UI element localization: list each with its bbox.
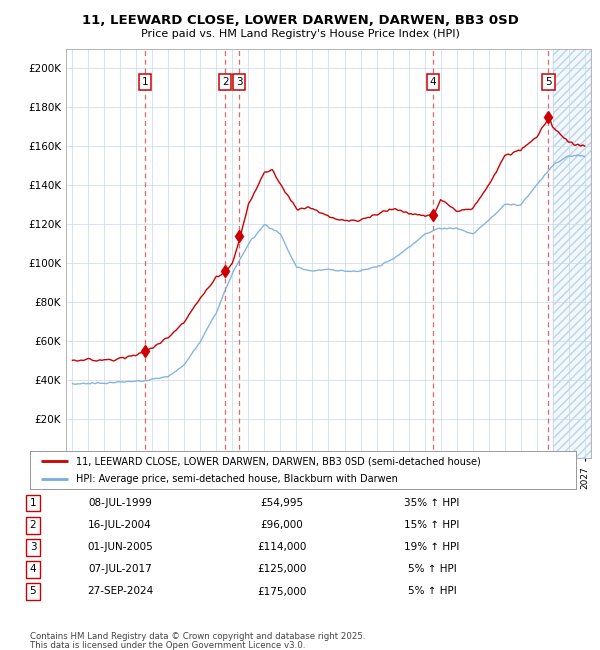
Text: 5: 5: [29, 586, 37, 597]
Text: 4: 4: [430, 77, 436, 87]
Text: 07-JUL-2017: 07-JUL-2017: [88, 564, 152, 575]
Bar: [553, 49, 591, 458]
Text: Contains HM Land Registry data © Crown copyright and database right 2025.: Contains HM Land Registry data © Crown c…: [30, 632, 365, 641]
Text: 4: 4: [29, 564, 37, 575]
Text: 19% ↑ HPI: 19% ↑ HPI: [404, 542, 460, 552]
Text: 5% ↑ HPI: 5% ↑ HPI: [407, 564, 457, 575]
Bar: [553, 49, 591, 458]
Text: £114,000: £114,000: [257, 542, 307, 552]
Text: £175,000: £175,000: [257, 586, 307, 597]
Text: 5: 5: [545, 77, 552, 87]
Text: 15% ↑ HPI: 15% ↑ HPI: [404, 520, 460, 530]
Text: £96,000: £96,000: [260, 520, 304, 530]
Text: 2: 2: [29, 520, 37, 530]
Text: 3: 3: [236, 77, 242, 87]
Text: 2: 2: [222, 77, 229, 87]
Text: 01-JUN-2005: 01-JUN-2005: [87, 542, 153, 552]
Text: 5% ↑ HPI: 5% ↑ HPI: [407, 586, 457, 597]
Text: 08-JUL-1999: 08-JUL-1999: [88, 498, 152, 508]
Text: 35% ↑ HPI: 35% ↑ HPI: [404, 498, 460, 508]
Text: 1: 1: [29, 498, 37, 508]
Text: 16-JUL-2004: 16-JUL-2004: [88, 520, 152, 530]
Text: 11, LEEWARD CLOSE, LOWER DARWEN, DARWEN, BB3 0SD: 11, LEEWARD CLOSE, LOWER DARWEN, DARWEN,…: [82, 14, 518, 27]
Text: 1: 1: [142, 77, 148, 87]
Text: £125,000: £125,000: [257, 564, 307, 575]
Text: 11, LEEWARD CLOSE, LOWER DARWEN, DARWEN, BB3 0SD (semi-detached house): 11, LEEWARD CLOSE, LOWER DARWEN, DARWEN,…: [76, 456, 481, 466]
Text: £54,995: £54,995: [260, 498, 304, 508]
Text: 27-SEP-2024: 27-SEP-2024: [87, 586, 153, 597]
Text: This data is licensed under the Open Government Licence v3.0.: This data is licensed under the Open Gov…: [30, 641, 305, 650]
Text: Price paid vs. HM Land Registry's House Price Index (HPI): Price paid vs. HM Land Registry's House …: [140, 29, 460, 39]
Text: HPI: Average price, semi-detached house, Blackburn with Darwen: HPI: Average price, semi-detached house,…: [76, 474, 398, 484]
Text: 3: 3: [29, 542, 37, 552]
